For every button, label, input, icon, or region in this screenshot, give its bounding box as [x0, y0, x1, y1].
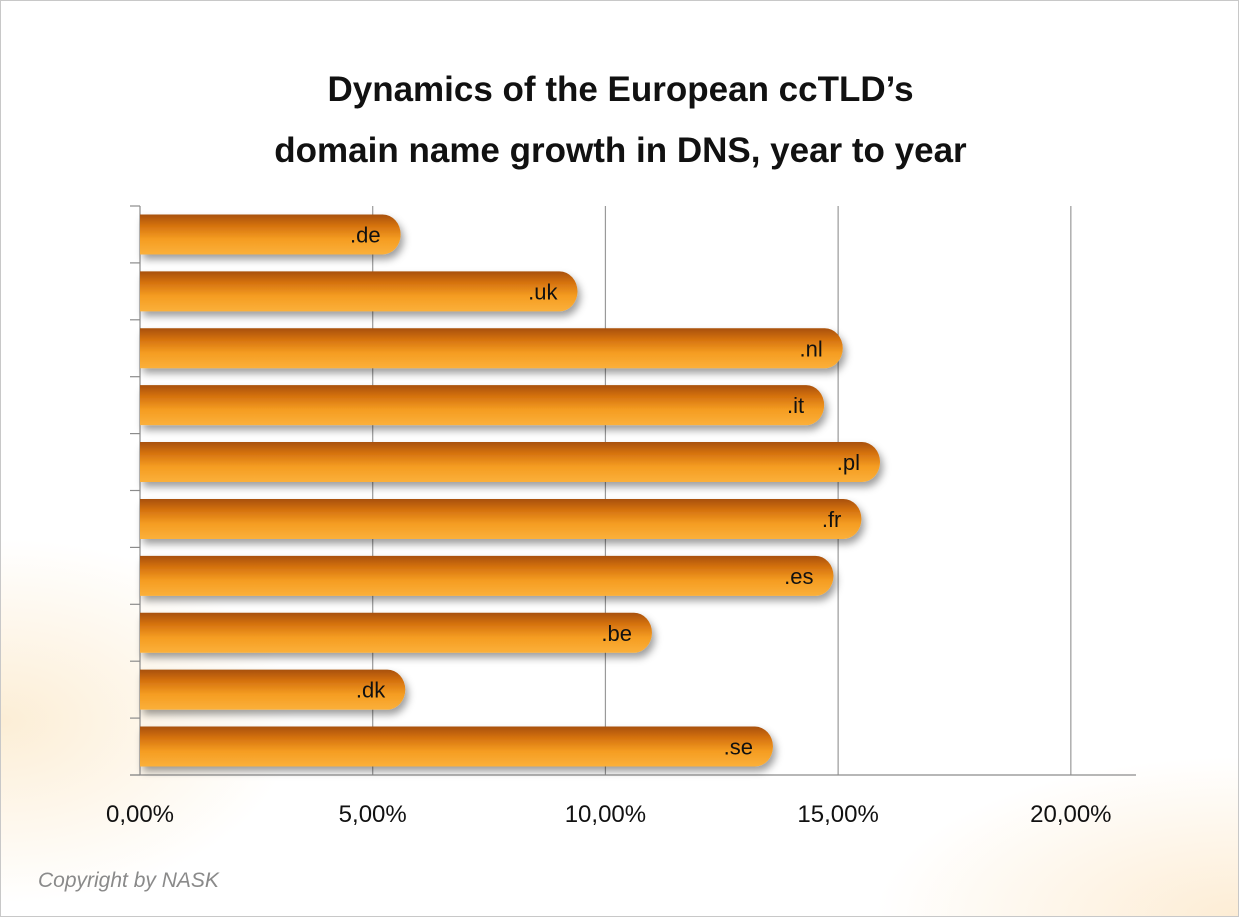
- bar: [140, 498, 862, 539]
- bar-label: .nl: [800, 336, 823, 361]
- x-tick-label: 10,00%: [565, 801, 646, 828]
- x-tick-labels: 0,00% 5,00% 10,00% 15,00% 20,00%: [106, 801, 1112, 828]
- bar-label: .it: [787, 393, 804, 418]
- bar: [140, 328, 843, 369]
- bar-label: .pl: [837, 450, 860, 475]
- bar: [140, 669, 406, 710]
- x-tick-label: 15,00%: [797, 801, 878, 828]
- bar-label: .es: [784, 564, 813, 589]
- bar-label: .fr: [822, 507, 842, 532]
- chart-title-line-2: domain name growth in DNS, year to year: [274, 131, 967, 170]
- bar-label: .dk: [356, 678, 386, 703]
- x-tick-label: 20,00%: [1030, 801, 1111, 828]
- x-tick-label: 5,00%: [339, 801, 407, 828]
- bars: .de .uk .nl .it .pl .fr .es .be .dk .se: [140, 214, 881, 767]
- bar-label: .de: [350, 222, 381, 247]
- copyright-note: Copyright by NASK: [38, 869, 219, 892]
- bar-label: .uk: [528, 279, 558, 304]
- bar: [140, 726, 773, 767]
- bar: [140, 612, 652, 653]
- bar: [140, 442, 881, 483]
- chart-title: Dynamics of the European ccTLD’s domain …: [1, 59, 1238, 181]
- bar: [140, 271, 578, 312]
- x-tick-label: 0,00%: [106, 801, 174, 828]
- bar: [140, 385, 825, 426]
- bar: [140, 555, 834, 596]
- bar: [140, 214, 401, 255]
- bar-label: .se: [724, 735, 753, 760]
- bar-label: .be: [601, 621, 632, 646]
- chart-title-line-1: Dynamics of the European ccTLD’s: [327, 70, 914, 109]
